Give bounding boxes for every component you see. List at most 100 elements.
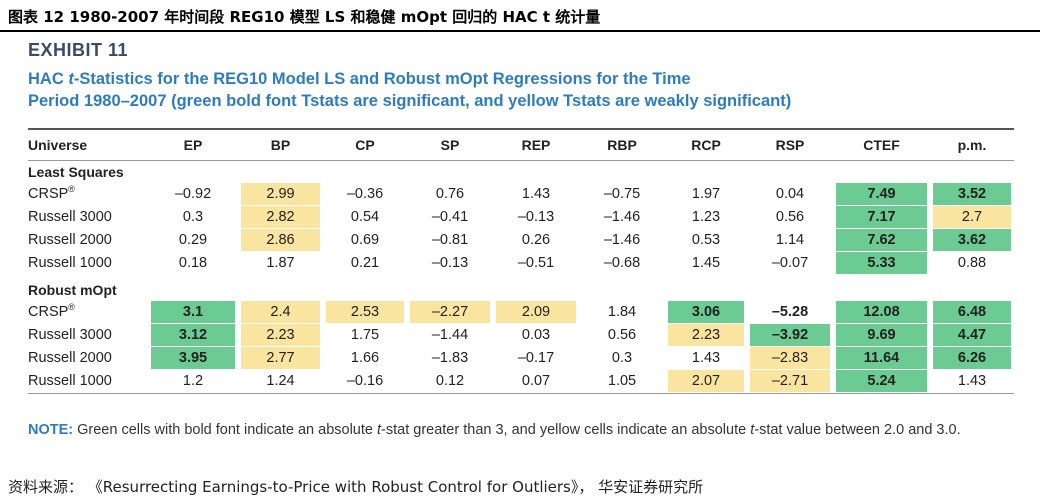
tstat-cell: 3.62: [933, 229, 1011, 251]
tstat-cell: –1.46: [603, 209, 641, 225]
column-header-ctef: CTEF: [863, 137, 900, 153]
tstat-cell: 0.56: [607, 327, 637, 343]
tstat-cell: 3.95: [151, 347, 235, 369]
subtitle-line-1-post: -Statistics for the REG10 Model LS and R…: [73, 70, 691, 88]
tstat-cell: 1.23: [691, 209, 721, 225]
note-t-1: t: [377, 422, 382, 438]
tstat-cell: 2.07: [668, 370, 744, 392]
table-note: NOTE: Green cells with bold font indicat…: [28, 420, 1018, 441]
subtitle-line-1: HAC t-Statistics for the REG10 Model LS …: [28, 68, 1028, 90]
tstat-cell: 7.17: [836, 206, 927, 228]
universe-cell: Russell 1000: [28, 252, 148, 274]
tstat-cell: 0.12: [435, 373, 465, 389]
universe-name: Russell 2000: [28, 350, 112, 366]
note-label: NOTE:: [28, 422, 74, 438]
tstat-cell: 0.03: [521, 327, 551, 343]
subtitle-line-2: Period 1980–2007 (green bold font Tstats…: [28, 92, 792, 110]
table-row: Russell 2000 3.95 2.77 1.66 –1.83 –0.17 0.3 1.4…: [28, 347, 1014, 370]
tstat-cell: 2.82: [241, 206, 320, 228]
exhibit-label: EXHIBIT 11: [28, 40, 129, 60]
table-body: Least Squares CRSP® –0.92 2.99 –0.36 0.76 1.43…: [28, 161, 1014, 393]
column-header-rbp: RBP: [607, 137, 637, 153]
universe-cell: CRSP®: [28, 183, 148, 205]
tstat-cell: 0.53: [691, 232, 721, 248]
tstat-cell: 6.26: [933, 347, 1011, 369]
universe-name: Russell 1000: [28, 255, 112, 271]
table-header-rule: [28, 160, 1014, 161]
table-row: Russell 3000 0.3 2.82 0.54 –0.41 –0.13 –1.46 1.…: [28, 206, 1014, 229]
universe-name: CRSP: [28, 186, 69, 202]
column-header-p-m: p.m.: [957, 137, 987, 153]
tstat-cell: –0.17: [517, 350, 555, 366]
tstat-cell: 3.52: [933, 183, 1011, 205]
registered-mark: ®: [68, 184, 75, 195]
table-row: Russell 2000 0.29 2.86 0.69 –0.81 0.26 –1.46 0.…: [28, 229, 1014, 252]
tstat-cell: 2.99: [241, 183, 320, 205]
tstat-cell: 0.54: [350, 209, 380, 225]
tstat-cell: 0.3: [611, 350, 633, 366]
tstat-cell: 1.05: [607, 373, 637, 389]
tstat-cell: 3.06: [668, 301, 744, 323]
universe-name: Russell 2000: [28, 232, 112, 248]
tstat-cell: –0.51: [517, 255, 555, 271]
universe-cell: Russell 3000: [28, 324, 148, 346]
table-row: CRSP® 3.1 2.4 2.53 –2.27 2.09 1.84 3.06 –5.28 12.…: [28, 301, 1014, 324]
tstat-cell: 0.69: [350, 232, 380, 248]
tstat-cell: –1.44: [431, 327, 469, 343]
table-row: CRSP® –0.92 2.99 –0.36 0.76 1.43 –0.75 1.97 0.04…: [28, 183, 1014, 206]
note-text-a: Green cells with bold font indicate an a…: [73, 422, 377, 438]
source-citation: 资料来源： 《Resurrecting Earnings-to-Price wi…: [8, 478, 704, 496]
tstat-cell: 0.88: [957, 255, 987, 271]
tstat-cell: –3.92: [750, 324, 830, 346]
column-header-rcp: RCP: [691, 137, 721, 153]
tstat-cell: 2.7: [933, 206, 1011, 228]
table-row: Russell 1000 1.2 1.24 –0.16 0.12 0.07 1.05 2.07…: [28, 370, 1014, 393]
tstat-cell: –0.13: [431, 255, 469, 271]
tstat-cell: 1.43: [521, 186, 551, 202]
tstat-cell: 1.14: [775, 232, 805, 248]
tstat-cell: –2.27: [410, 301, 490, 323]
column-header-rep: REP: [521, 137, 551, 153]
tstat-cell: –0.92: [174, 186, 212, 202]
tstat-cell: –0.41: [431, 209, 469, 225]
tstat-cell: 1.66: [350, 350, 380, 366]
tstat-cell: 0.07: [521, 373, 551, 389]
universe-cell: Russell 2000: [28, 229, 148, 251]
tstat-cell: 2.77: [241, 347, 320, 369]
tstat-cell: 0.56: [775, 209, 805, 225]
tstat-cell: 3.12: [151, 324, 235, 346]
tstat-cell: –0.68: [603, 255, 641, 271]
note-text-b: -stat greater than 3, and yellow cells i…: [381, 422, 751, 438]
tstat-cell: 1.43: [957, 373, 987, 389]
universe-cell: Russell 3000: [28, 206, 148, 228]
tstat-cell: –1.83: [431, 350, 469, 366]
table-bottom-rule: [28, 393, 1014, 394]
subtitle-line-1-pre: HAC: [28, 70, 69, 88]
tstat-cell: –1.46: [603, 232, 641, 248]
section-label: Robust mOpt: [28, 282, 117, 298]
tstat-cell: 0.3: [182, 209, 204, 225]
note-t-2: t: [750, 422, 755, 438]
tstat-cell: 1.87: [266, 255, 295, 271]
tstat-cell: 5.24: [836, 370, 927, 392]
tstat-cell: 4.47: [933, 324, 1011, 346]
tstat-cell: 1.84: [607, 304, 637, 320]
universe-name: CRSP: [28, 304, 69, 320]
table-top-rule: [28, 128, 1014, 130]
tstat-cell: 6.48: [933, 301, 1011, 323]
universe-cell: CRSP®: [28, 301, 148, 323]
tstat-table: Universe EP BP CP SP REP RBP RCP RSP CTEF p.m. Lea…: [28, 128, 1014, 394]
column-header-ep: EP: [183, 137, 203, 153]
table-header-row: Universe EP BP CP SP REP RBP RCP RSP CTEF p.m.: [28, 130, 1014, 160]
tstat-cell: 2.09: [496, 301, 576, 323]
table-row: Russell 1000 0.18 1.87 0.21 –0.13 –0.51 –0.68 1…: [28, 252, 1014, 275]
section-label: Least Squares: [28, 164, 124, 180]
column-header-cp: CP: [355, 137, 375, 153]
tstat-cell: –0.36: [346, 186, 384, 202]
header-divider: [0, 30, 1040, 32]
note-text-c: -stat value between 2.0 and 3.0.: [754, 422, 961, 438]
table-row: Russell 3000 3.12 2.23 1.75 –1.44 0.03 0.56 2.2…: [28, 324, 1014, 347]
universe-name: Russell 3000: [28, 327, 112, 343]
exhibit-subtitle: HAC t-Statistics for the REG10 Model LS …: [28, 68, 1028, 112]
column-header-rsp: RSP: [775, 137, 805, 153]
